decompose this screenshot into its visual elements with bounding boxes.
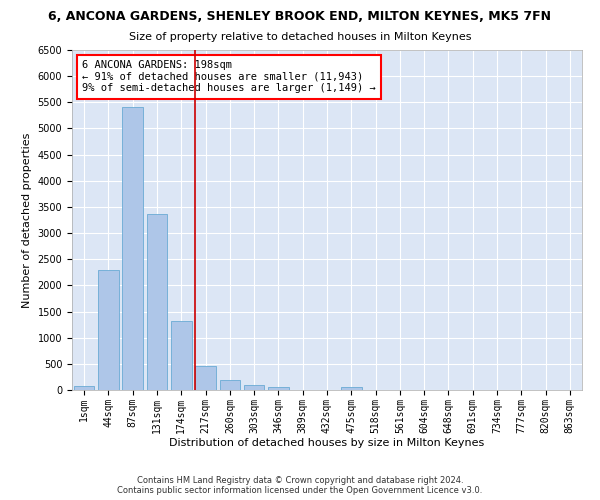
Bar <box>341 386 362 390</box>
Bar <box>244 385 265 390</box>
Bar <box>98 270 119 390</box>
Bar <box>220 380 240 390</box>
Text: Contains HM Land Registry data © Crown copyright and database right 2024.
Contai: Contains HM Land Registry data © Crown c… <box>118 476 482 495</box>
Bar <box>74 386 94 390</box>
Bar <box>146 214 167 390</box>
Bar <box>195 366 216 390</box>
X-axis label: Distribution of detached houses by size in Milton Keynes: Distribution of detached houses by size … <box>169 438 485 448</box>
Text: 6, ANCONA GARDENS, SHENLEY BROOK END, MILTON KEYNES, MK5 7FN: 6, ANCONA GARDENS, SHENLEY BROOK END, MI… <box>49 10 551 23</box>
Text: Size of property relative to detached houses in Milton Keynes: Size of property relative to detached ho… <box>129 32 471 42</box>
Bar <box>268 387 289 390</box>
Y-axis label: Number of detached properties: Number of detached properties <box>22 132 32 308</box>
Bar <box>171 321 191 390</box>
Bar <box>122 107 143 390</box>
Text: 6 ANCONA GARDENS: 198sqm
← 91% of detached houses are smaller (11,943)
9% of sem: 6 ANCONA GARDENS: 198sqm ← 91% of detach… <box>82 60 376 94</box>
